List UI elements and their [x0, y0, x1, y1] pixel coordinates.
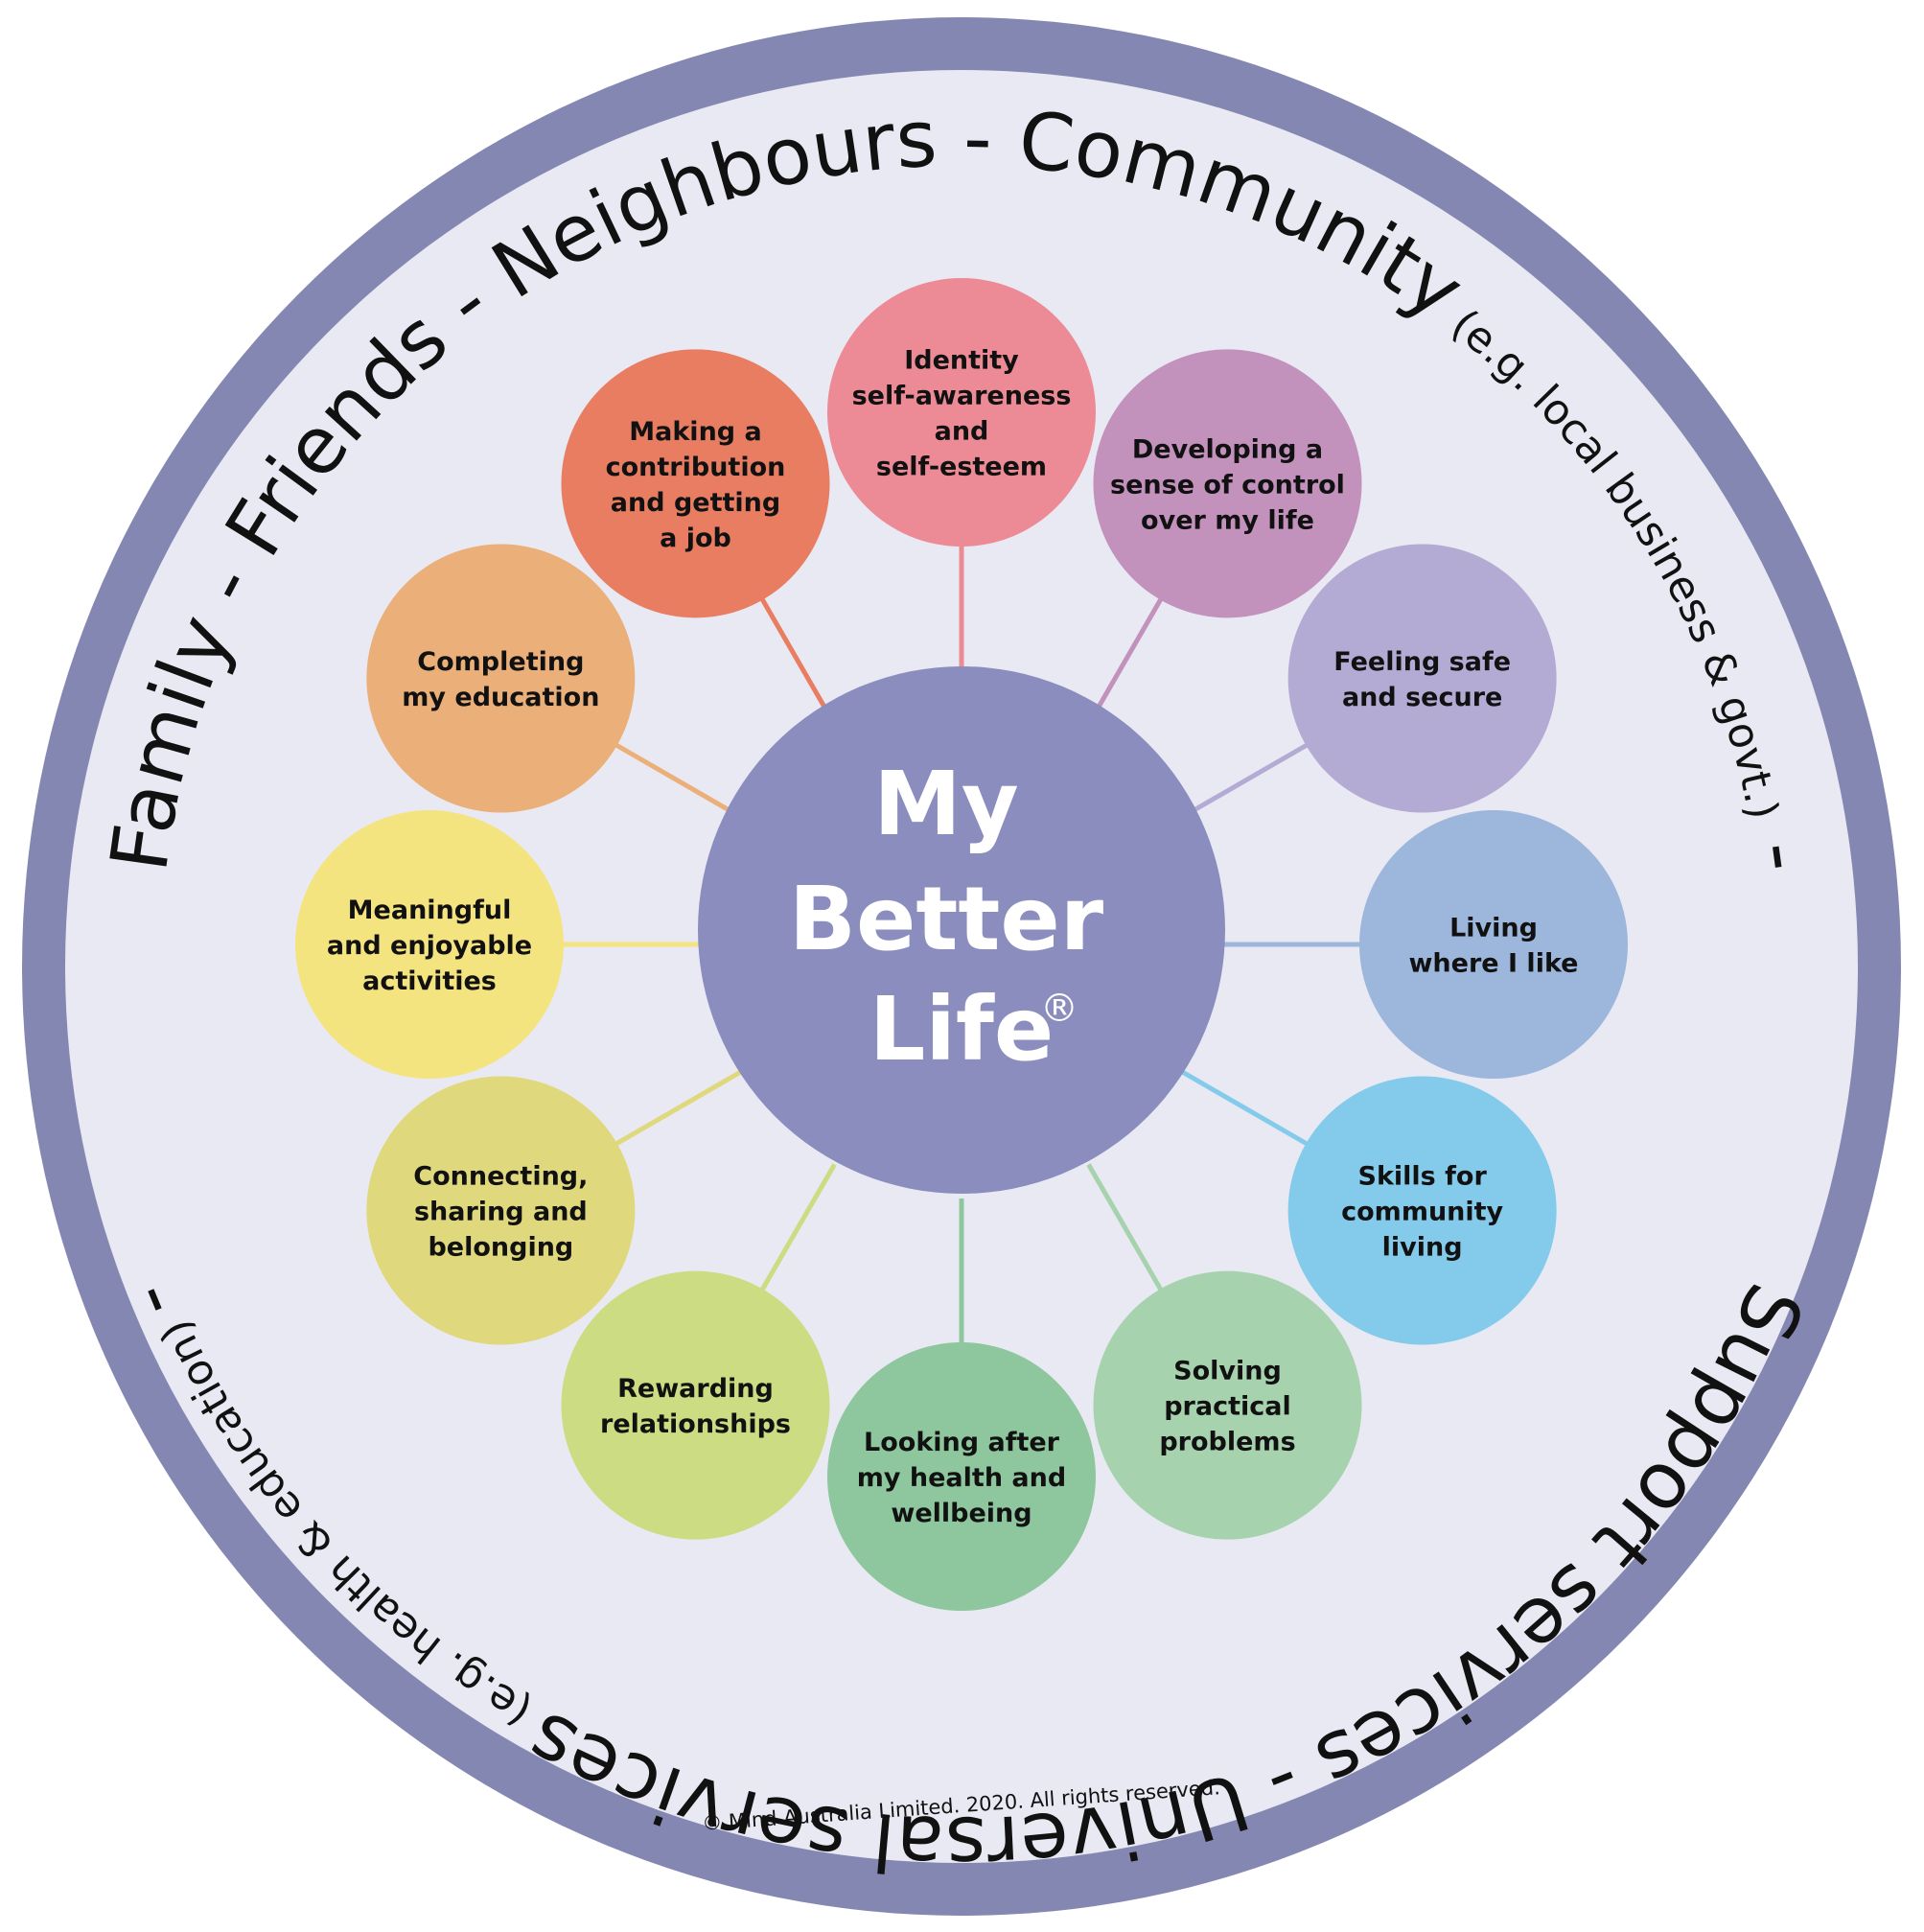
- petal-circle-rewarding: [561, 1270, 830, 1540]
- petal-solving: Solving practical problems: [1093, 1270, 1362, 1540]
- petal-label-line: over my life: [1141, 505, 1314, 535]
- petal-circle-solving: [1093, 1270, 1362, 1540]
- center-title: My Better Life: [789, 753, 1134, 1081]
- petal-label-line: Connecting,: [413, 1162, 588, 1192]
- connector-skills: [1180, 1069, 1314, 1150]
- petal-circle-identity: [827, 278, 1096, 547]
- petal-label-line: Rewarding: [617, 1374, 774, 1404]
- connector-solving: [1086, 1163, 1167, 1297]
- petal-label-line: Making a: [629, 417, 761, 447]
- petal-label-connecting: Connecting, sharing and belonging: [413, 1162, 588, 1263]
- petal-safe: Feeling safe and secure: [1287, 544, 1557, 813]
- petal-circle-connecting: [366, 1076, 636, 1345]
- petal-label-line: self-esteem: [876, 453, 1047, 482]
- connector-control: [1086, 592, 1167, 726]
- petal-label-line: and getting: [611, 488, 780, 518]
- petal-label-meaningful: Meaningful and enjoyable activities: [327, 896, 532, 996]
- petal-label-line: Meaningful: [348, 896, 512, 925]
- petal-education: Completing my education: [366, 544, 636, 813]
- petal-label-rewarding: Rewarding relationships: [600, 1374, 791, 1439]
- petal-label-line: contribution: [606, 453, 786, 482]
- petal-circle-safe: [1287, 544, 1557, 813]
- petal-label-line: activities: [362, 966, 497, 996]
- petal-label-health: Looking after my health and wellbeing: [857, 1428, 1066, 1528]
- connectors: [556, 539, 1367, 1350]
- petal-label-line: and: [935, 417, 989, 447]
- petal-label-line: and enjoyable: [327, 931, 532, 961]
- petal-health: Looking after my health and wellbeing: [827, 1342, 1096, 1611]
- petal-rewarding: Rewarding relationships: [561, 1270, 830, 1540]
- petal-label-living: Living where I like: [1408, 914, 1578, 979]
- petal-label-line: self-awareness: [852, 382, 1072, 411]
- petal-circle-living: [1359, 810, 1628, 1079]
- petal-label-line: and secure: [1342, 683, 1502, 712]
- petal-label-control: Developing a sense of control over my life: [1110, 434, 1345, 535]
- petal-label-solving: Solving practical problems: [1159, 1357, 1295, 1457]
- connector-contribution: [756, 592, 837, 726]
- center-line-3: Life: [869, 978, 1055, 1081]
- petal-meaningful: Meaningful and enjoyable activities: [295, 810, 564, 1079]
- petal-label-line: Looking after: [864, 1428, 1060, 1457]
- petal-label-line: Living: [1449, 914, 1538, 943]
- petal-label-line: community: [1341, 1198, 1503, 1227]
- petal-label-line: Identity: [904, 346, 1019, 376]
- center-circle: [698, 666, 1225, 1194]
- petal-label-line: my health and: [857, 1463, 1066, 1493]
- petal-label-identity: Identity self-awareness and self-esteem: [852, 346, 1072, 482]
- petal-label-line: Completing: [417, 647, 584, 677]
- petal-label-safe: Feeling safe and secure: [1333, 647, 1511, 712]
- petal-label-line: Feeling safe: [1333, 647, 1511, 677]
- petal-label-skills: Skills for community living: [1341, 1162, 1503, 1263]
- petal-circle-contribution: [561, 349, 830, 618]
- petal-label-line: problems: [1159, 1428, 1295, 1457]
- petal-connecting: Connecting, sharing and belonging: [366, 1076, 636, 1345]
- petals: Identity self-awareness and self-esteem Deve…: [295, 278, 1628, 1611]
- registered-mark: ®: [1040, 987, 1078, 1031]
- connector-rewarding: [756, 1163, 837, 1297]
- petal-label-line: Solving: [1173, 1357, 1282, 1386]
- petal-circle-control: [1093, 349, 1362, 618]
- petal-skills: Skills for community living: [1287, 1076, 1557, 1345]
- petal-circle-education: [366, 544, 636, 813]
- petal-label-line: living: [1382, 1233, 1463, 1263]
- petal-circle-meaningful: [295, 810, 564, 1079]
- petal-label-line: a job: [660, 524, 731, 553]
- petal-label-line: wellbeing: [891, 1499, 1032, 1528]
- petal-label-line: practical: [1164, 1392, 1291, 1422]
- petal-label-contribution: Making a contribution and getting a job: [606, 417, 786, 553]
- petal-label-line: Developing a: [1132, 434, 1323, 464]
- petal-label-line: sharing and: [414, 1198, 588, 1227]
- petal-contribution: Making a contribution and getting a job: [561, 349, 830, 618]
- petal-label-education: Completing my education: [402, 647, 599, 712]
- petal-identity: Identity self-awareness and self-esteem: [827, 278, 1096, 547]
- petal-label-line: belonging: [428, 1233, 573, 1263]
- center-line-1: My: [873, 753, 1019, 855]
- petal-circle-skills: [1287, 1076, 1557, 1345]
- connector-education: [609, 739, 743, 820]
- connector-safe: [1180, 739, 1314, 820]
- petal-control: Developing a sense of control over my life: [1093, 349, 1362, 618]
- petal-label-line: where I like: [1408, 949, 1578, 979]
- petal-circle-health: [827, 1342, 1096, 1611]
- petal-label-line: Skills for: [1358, 1162, 1488, 1192]
- center-line-2: Better: [789, 868, 1104, 970]
- petal-label-line: sense of control: [1110, 470, 1345, 500]
- petal-label-line: my education: [402, 683, 599, 712]
- petal-label-line: relationships: [600, 1409, 791, 1439]
- petal-living: Living where I like: [1359, 810, 1628, 1079]
- connector-connecting: [609, 1069, 743, 1150]
